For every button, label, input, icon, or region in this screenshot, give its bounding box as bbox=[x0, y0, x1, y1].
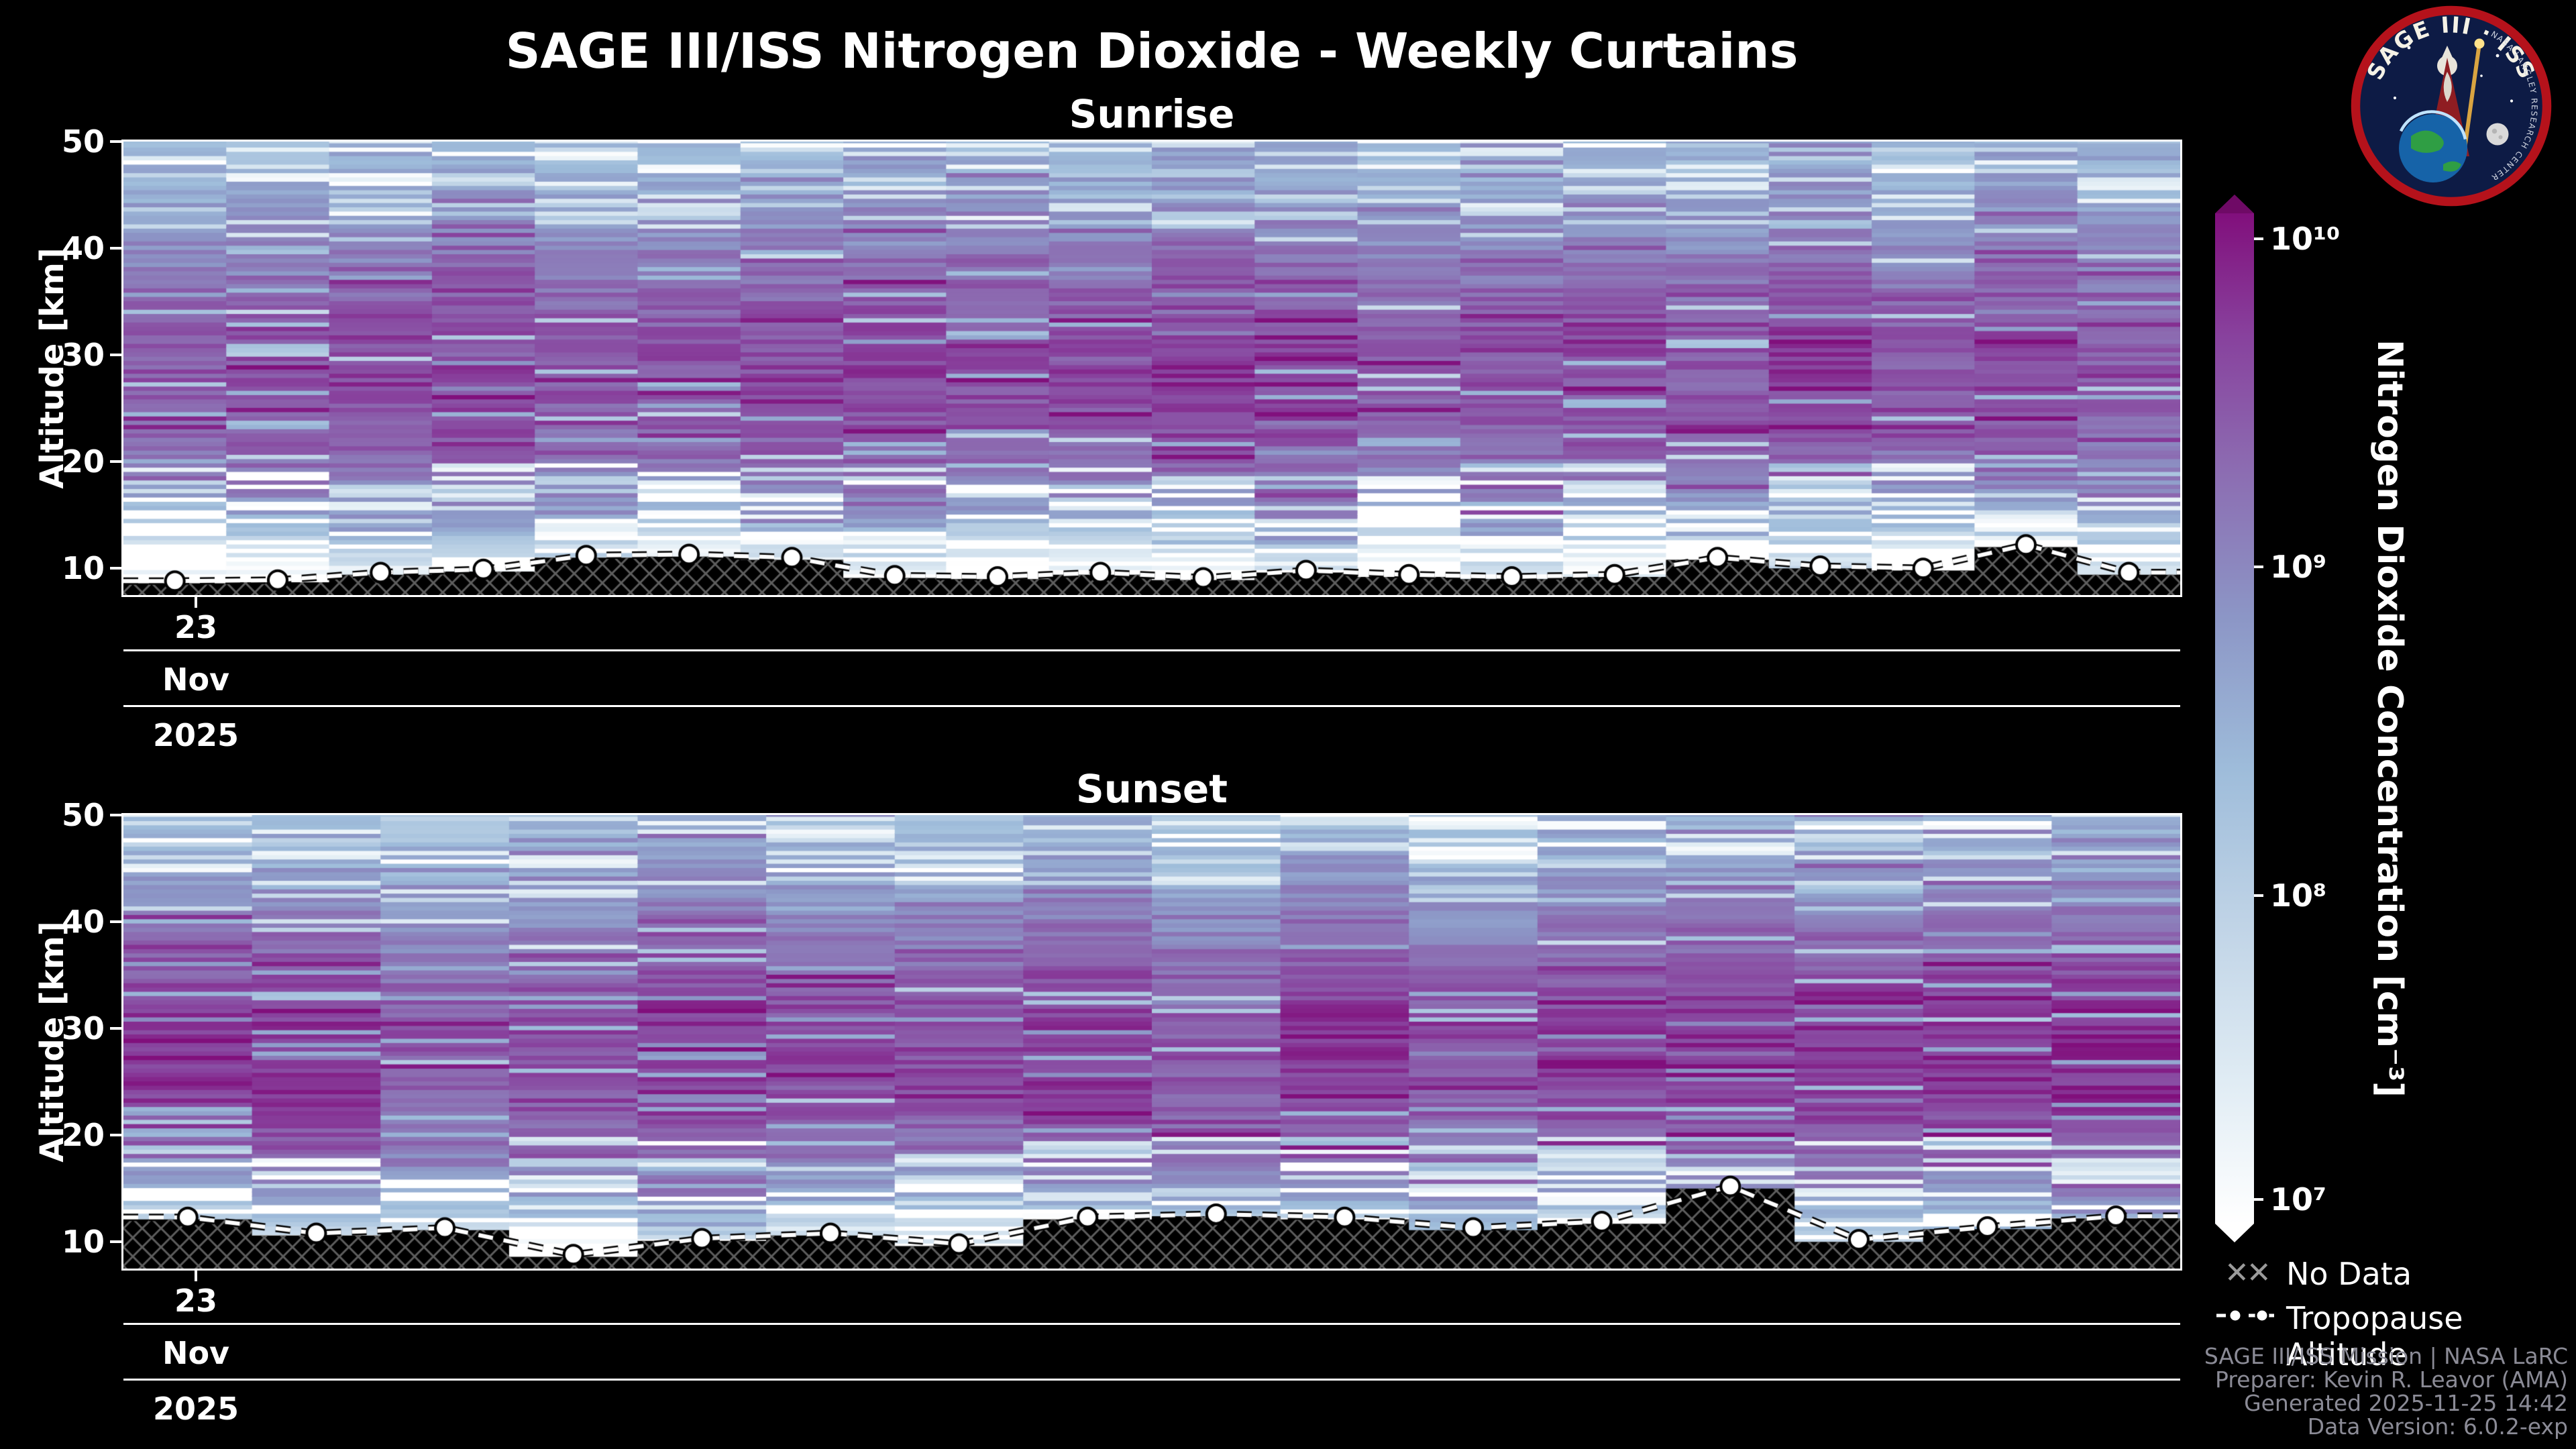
sunset-year-label: 2025 bbox=[152, 1391, 239, 1427]
footer-data-version-line: Data Version: 6.0.2-exp bbox=[2307, 1413, 2568, 1440]
sunrise-heatmap-plot bbox=[121, 140, 2182, 597]
footer-preparer-line: Preparer: Kevin R. Leavor (AMA) bbox=[2215, 1366, 2568, 1393]
colorbar-tick bbox=[2254, 566, 2263, 569]
y-tick bbox=[110, 354, 121, 357]
y-tick bbox=[110, 1240, 121, 1244]
footer-mission-line: SAGE III/ISS Mission | NASA LaRC bbox=[2204, 1343, 2568, 1369]
logo-moon bbox=[2486, 123, 2509, 146]
footer-generated-line: Generated 2025-11-25 14:42 bbox=[2244, 1390, 2568, 1416]
legend-no-data-label: No Data bbox=[2286, 1256, 2412, 1292]
colorbar-arrow-over bbox=[2215, 195, 2254, 213]
y-tick-label: 50 bbox=[61, 797, 105, 833]
sunrise-axis-separator-2 bbox=[123, 705, 2180, 707]
y-tick bbox=[110, 1027, 121, 1030]
y-tick bbox=[110, 814, 121, 816]
legend-tropopause-label: Tropopause Altitude bbox=[2286, 1300, 2463, 1373]
sunrise-x-tick bbox=[195, 597, 197, 608]
y-tick bbox=[110, 567, 121, 570]
y-tick-label: 40 bbox=[61, 230, 105, 267]
sunset-day-label: 23 bbox=[174, 1283, 217, 1319]
colorbar-arrow-under bbox=[2215, 1224, 2254, 1242]
y-tick-label: 20 bbox=[61, 1117, 105, 1154]
sunset-panel-title: Sunset bbox=[1076, 766, 1228, 812]
y-tick bbox=[110, 1134, 121, 1137]
y-tick-label: 30 bbox=[61, 337, 105, 374]
y-tick-label: 10 bbox=[61, 1224, 105, 1260]
colorbar-tick-label: 10⁸ bbox=[2270, 877, 2327, 914]
colorbar-gradient bbox=[2215, 213, 2254, 1224]
colorbar-tick-label: 10⁷ bbox=[2270, 1181, 2327, 1218]
mission-logo: SAGE III · ISS NASA LANGLEY RESEARCH CEN… bbox=[2351, 5, 2552, 207]
no-data-hatch-icon: ✕✕ bbox=[2224, 1256, 2271, 1290]
sunrise-curtain-canvas bbox=[123, 142, 2180, 595]
colorbar-tick-label: 10¹⁰ bbox=[2270, 220, 2341, 257]
colorbar-tick bbox=[2254, 237, 2263, 240]
sunrise-year-label: 2025 bbox=[152, 717, 239, 753]
y-tick-label: 10 bbox=[61, 550, 105, 587]
figure-title: SAGE III/ISS Nitrogen Dioxide - Weekly C… bbox=[505, 23, 1799, 79]
colorbar-title: Nitrogen Dioxide Concentration [cm⁻³] bbox=[2369, 339, 2410, 1097]
sunset-x-tick bbox=[195, 1271, 197, 1281]
sunrise-panel-title: Sunrise bbox=[1069, 91, 1235, 137]
sunset-curtain-canvas bbox=[123, 815, 2180, 1269]
y-tick-label: 30 bbox=[61, 1010, 105, 1047]
y-tick bbox=[110, 920, 121, 924]
y-tick bbox=[110, 460, 121, 464]
y-tick bbox=[110, 247, 121, 250]
sunset-axis-separator-1 bbox=[123, 1323, 2180, 1325]
sunset-month-label: Nov bbox=[162, 1335, 230, 1371]
y-tick-label: 20 bbox=[61, 443, 105, 480]
sunset-axis-separator-2 bbox=[123, 1379, 2180, 1381]
y-tick-label: 40 bbox=[61, 904, 105, 941]
colorbar-tick bbox=[2254, 1197, 2263, 1201]
colorbar-tick bbox=[2254, 894, 2263, 897]
sunset-heatmap-plot bbox=[121, 813, 2182, 1271]
tropopause-line-icon bbox=[2216, 1308, 2281, 1323]
y-tick bbox=[110, 140, 121, 143]
colorbar-tick-label: 10⁹ bbox=[2270, 549, 2327, 586]
sunrise-axis-separator-1 bbox=[123, 649, 2180, 651]
y-tick-label: 50 bbox=[61, 123, 105, 160]
footer-credits: SAGE III/ISS Mission | NASA LaRC Prepare… bbox=[1744, 1344, 2568, 1438]
sunrise-day-label: 23 bbox=[174, 609, 217, 645]
sunrise-month-label: Nov bbox=[162, 661, 230, 698]
